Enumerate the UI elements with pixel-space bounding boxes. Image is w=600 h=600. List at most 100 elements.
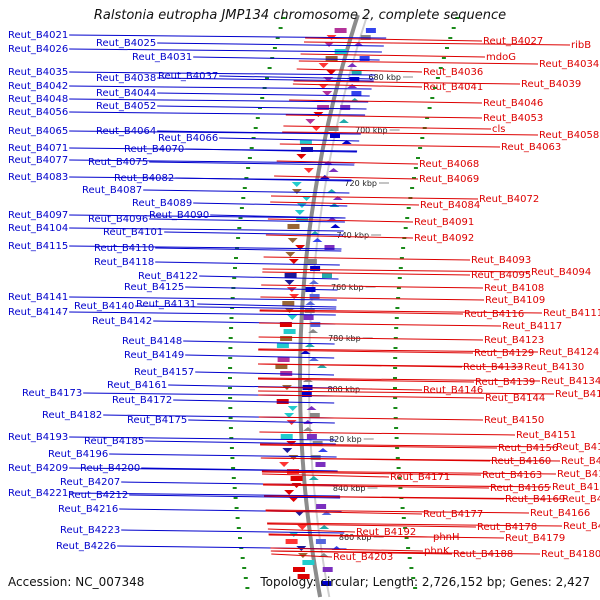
right-gene-label[interactable]: Reut_B4129 — [474, 348, 534, 359]
right-gene-label[interactable]: Reut_B4063 — [501, 142, 561, 153]
left-gene-label[interactable]: Reut_B4207 — [60, 477, 120, 488]
left-gene-label[interactable]: Reut_B4118 — [94, 257, 154, 268]
left-gene-label[interactable]: Reut_B4096 — [88, 214, 148, 225]
left-gene-label[interactable]: Reut_B4031 — [132, 52, 192, 63]
left-gene-label[interactable]: Reut_B4070 — [124, 144, 184, 155]
left-gene-label[interactable]: Reut_B4071 — [8, 143, 68, 154]
right-gene-label[interactable]: Reut_B4177 — [423, 509, 483, 520]
right-gene-label[interactable]: phnK — [424, 546, 450, 557]
right-gene-label[interactable]: Reut_B4162 — [552, 482, 600, 493]
right-gene-label[interactable]: Reut_B4084 — [420, 200, 480, 211]
left-gene-label[interactable]: Reut_B4223 — [60, 525, 120, 536]
right-gene-label[interactable]: Reut_B4146 — [423, 385, 483, 396]
right-gene-label[interactable]: Reut_B4192 — [356, 527, 416, 538]
right-gene-label[interactable]: Reut_B4109 — [485, 295, 545, 306]
left-gene-label[interactable]: Reut_B4110 — [94, 243, 154, 254]
left-gene-label[interactable]: Reut_B4025 — [96, 38, 156, 49]
right-gene-label[interactable]: Reut_B4108 — [484, 283, 544, 294]
right-gene-label[interactable]: Reut_B4072 — [479, 194, 539, 205]
right-gene-label[interactable]: cls — [492, 124, 506, 135]
right-gene-label[interactable]: Reut_B4123 — [484, 335, 544, 346]
left-gene-label[interactable]: Reut_B4026 — [8, 44, 68, 55]
left-gene-label[interactable]: Reut_B4131 — [136, 299, 196, 310]
left-gene-label[interactable]: Reut_B4115 — [8, 241, 68, 252]
right-gene-label[interactable]: Reut_B4116 — [464, 309, 524, 320]
right-gene-label[interactable]: phnH — [433, 532, 460, 543]
left-gene-label[interactable]: Reut_B4185 — [84, 436, 144, 447]
right-gene-label[interactable]: Reut_B4136 — [555, 389, 600, 400]
left-gene-label[interactable]: Reut_B4221 — [8, 488, 68, 499]
left-gene-label[interactable]: Reut_B4125 — [124, 282, 184, 293]
right-gene-label[interactable]: Reut_B4180 — [541, 549, 600, 560]
left-gene-label[interactable]: Reut_B4090 — [149, 210, 209, 221]
left-gene-label[interactable]: Reut_B4147 — [8, 307, 68, 318]
left-gene-label[interactable]: Reut_B4089 — [132, 198, 192, 209]
right-gene-label[interactable]: Reut_B4095 — [471, 270, 531, 281]
left-gene-label[interactable]: Reut_B4097 — [8, 210, 68, 221]
left-gene-label[interactable]: Reut_B4141 — [8, 292, 68, 303]
right-gene-label[interactable]: Reut_B4069 — [419, 174, 479, 185]
left-gene-label[interactable]: Reut_B4104 — [8, 223, 68, 234]
right-gene-label[interactable]: Reut_B4036 — [423, 67, 483, 78]
left-gene-label[interactable]: Reut_B4048 — [8, 94, 68, 105]
right-gene-label[interactable]: Reut_B4144 — [485, 393, 545, 404]
left-gene-label[interactable]: Reut_B4021 — [8, 30, 68, 41]
right-gene-label[interactable]: Reut_B4166 — [530, 508, 590, 519]
left-gene-label[interactable]: Reut_B4172 — [112, 395, 172, 406]
right-gene-label[interactable]: Reut_B4188 — [453, 549, 513, 560]
right-gene-label[interactable]: Reut_B4203 — [333, 552, 393, 563]
right-gene-label[interactable]: Reut_B4152 — [556, 442, 600, 453]
right-gene-label[interactable]: Reut_B4151 — [516, 430, 576, 441]
right-gene-label[interactable]: Reut_B4156 — [498, 443, 558, 454]
left-gene-label[interactable]: Reut_B4087 — [82, 185, 142, 196]
left-gene-label[interactable]: Reut_B4196 — [48, 449, 108, 460]
right-gene-label[interactable]: Reut_B4159 — [557, 469, 600, 480]
right-gene-label[interactable]: Reut_B4039 — [521, 79, 581, 90]
right-gene-label[interactable]: ribB — [571, 40, 591, 51]
right-gene-label[interactable]: Reut_B4134 — [541, 376, 600, 387]
left-gene-label[interactable]: Reut_B4142 — [92, 316, 152, 327]
right-gene-label[interactable]: Reut_B4139 — [475, 377, 535, 388]
right-gene-label[interactable]: Reut_B4165 — [490, 483, 550, 494]
right-gene-label[interactable]: Reut_B4111 — [543, 308, 600, 319]
right-gene-label[interactable]: Reut_B4117 — [502, 321, 562, 332]
left-gene-label[interactable]: Reut_B4065 — [8, 126, 68, 137]
left-gene-label[interactable]: Reut_B4200 — [80, 463, 140, 474]
left-gene-label[interactable]: Reut_B4042 — [8, 81, 68, 92]
right-gene-label[interactable]: Reut_B4124 — [539, 347, 599, 358]
left-gene-label[interactable]: Reut_B4161 — [107, 380, 167, 391]
left-gene-label[interactable]: Reut_B4077 — [8, 155, 68, 166]
right-gene-label[interactable]: Reut_B4160 — [491, 456, 551, 467]
right-gene-label[interactable]: Reut_B4046 — [483, 98, 543, 109]
left-gene-label[interactable]: Reut_B4038 — [96, 73, 156, 84]
left-gene-label[interactable]: Reut_B4101 — [103, 227, 163, 238]
right-gene-label[interactable]: Reut_B4041 — [423, 82, 483, 93]
left-gene-label[interactable]: Reut_B4149 — [124, 350, 184, 361]
left-gene-label[interactable]: Reut_B4193 — [8, 432, 68, 443]
right-gene-label[interactable]: Reut_B4053 — [483, 113, 543, 124]
left-gene-label[interactable]: Reut_B4175 — [127, 415, 187, 426]
right-gene-label[interactable]: Reut_B4164 — [562, 494, 600, 505]
right-gene-label[interactable]: Reut_B4169 — [505, 494, 565, 505]
left-gene-label[interactable]: Reut_B4052 — [96, 101, 156, 112]
right-gene-label[interactable]: Reut_B4094 — [531, 267, 591, 278]
right-gene-label[interactable]: Reut_B4163 — [482, 470, 542, 481]
left-gene-label[interactable]: Reut_B4037 — [158, 71, 218, 82]
right-gene-label[interactable]: Reut_B4058 — [539, 130, 599, 141]
left-gene-label[interactable]: Reut_B4035 — [8, 67, 68, 78]
left-gene-label[interactable]: Reut_B4226 — [56, 541, 116, 552]
left-gene-label[interactable]: Reut_B4173 — [22, 388, 82, 399]
right-gene-label[interactable]: Reut_B4179 — [505, 533, 565, 544]
left-gene-label[interactable]: Reut_B4212 — [68, 490, 128, 501]
left-gene-label[interactable]: Reut_B4182 — [42, 410, 102, 421]
right-gene-label[interactable]: Reut_B4133 — [463, 362, 523, 373]
left-gene-label[interactable]: Reut_B4056 — [8, 107, 68, 118]
left-gene-label[interactable]: Reut_B4216 — [58, 504, 118, 515]
right-gene-label[interactable]: Reut_B4093 — [471, 255, 531, 266]
left-gene-label[interactable]: Reut_B4082 — [114, 173, 174, 184]
right-gene-label[interactable]: Reut_B4068 — [419, 159, 479, 170]
left-gene-label[interactable]: Reut_B4083 — [8, 172, 68, 183]
right-gene-label[interactable]: Reut_B4170 — [563, 521, 600, 532]
left-gene-label[interactable]: Reut_B4122 — [138, 271, 198, 282]
right-gene-label[interactable]: Reut_B4034 — [539, 59, 599, 70]
